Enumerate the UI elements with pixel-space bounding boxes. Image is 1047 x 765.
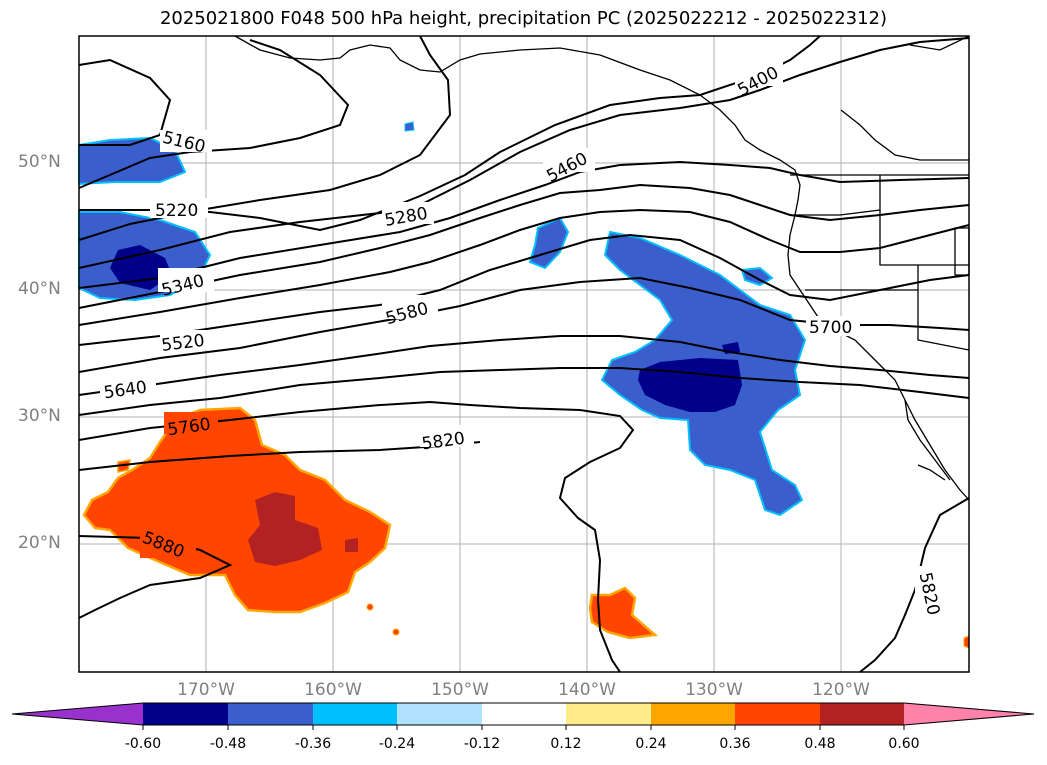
lon-label: 160°W — [304, 680, 362, 700]
map-area — [79, 36, 969, 672]
colorbar-extend-min — [12, 703, 143, 725]
colorbar-bin — [820, 703, 904, 725]
contour-labels: 5160 5220 5280 5340 5400 5460 5520 5580 … — [100, 62, 943, 622]
contour-label: 5700 — [809, 318, 852, 338]
lon-label: 120°W — [812, 680, 870, 700]
colorbar-tick-label: -0.48 — [209, 736, 247, 752]
colorbar-extend-max — [904, 703, 1034, 725]
colorbar — [11, 702, 1035, 730]
colorbar-bin — [651, 703, 735, 725]
contour-label: 5220 — [155, 201, 198, 221]
lat-label: 30°N — [18, 406, 61, 426]
lon-label: 170°W — [177, 680, 235, 700]
colorbar-bin — [735, 703, 820, 725]
colorbar-tick-label: -0.24 — [378, 736, 416, 752]
colorbar-bin — [228, 703, 313, 725]
colorbar-tick-label: 0.36 — [719, 736, 751, 752]
colorbar-tick-label: 0.48 — [804, 736, 836, 752]
map-frame — [78, 35, 970, 673]
colorbar-bin — [313, 703, 397, 725]
lon-label: 140°W — [558, 680, 616, 700]
colorbar-tick-label: 0.24 — [635, 736, 667, 752]
colorbar-bin — [143, 703, 228, 725]
colorbar-tick-label: -0.60 — [124, 736, 162, 752]
colorbar-bin — [566, 703, 651, 725]
colorbar-tick-label: -0.36 — [294, 736, 332, 752]
colorbar-tick-label: -0.12 — [463, 736, 501, 752]
lat-label: 20°N — [18, 533, 61, 553]
lat-label: 40°N — [18, 279, 61, 299]
colorbar-tick-label: 0.60 — [888, 736, 920, 752]
lat-label: 50°N — [18, 152, 61, 172]
map-title: 2025021800 F048 500 hPa height, precipit… — [159, 8, 888, 29]
lon-label: 130°W — [685, 680, 743, 700]
coastlines — [234, 35, 970, 501]
lon-label: 150°W — [431, 680, 489, 700]
colorbar-tick-label: 0.12 — [550, 736, 582, 752]
colorbar-bin — [482, 703, 566, 725]
colorbar-bin — [397, 703, 482, 725]
precip-positive-areas — [82, 406, 970, 649]
